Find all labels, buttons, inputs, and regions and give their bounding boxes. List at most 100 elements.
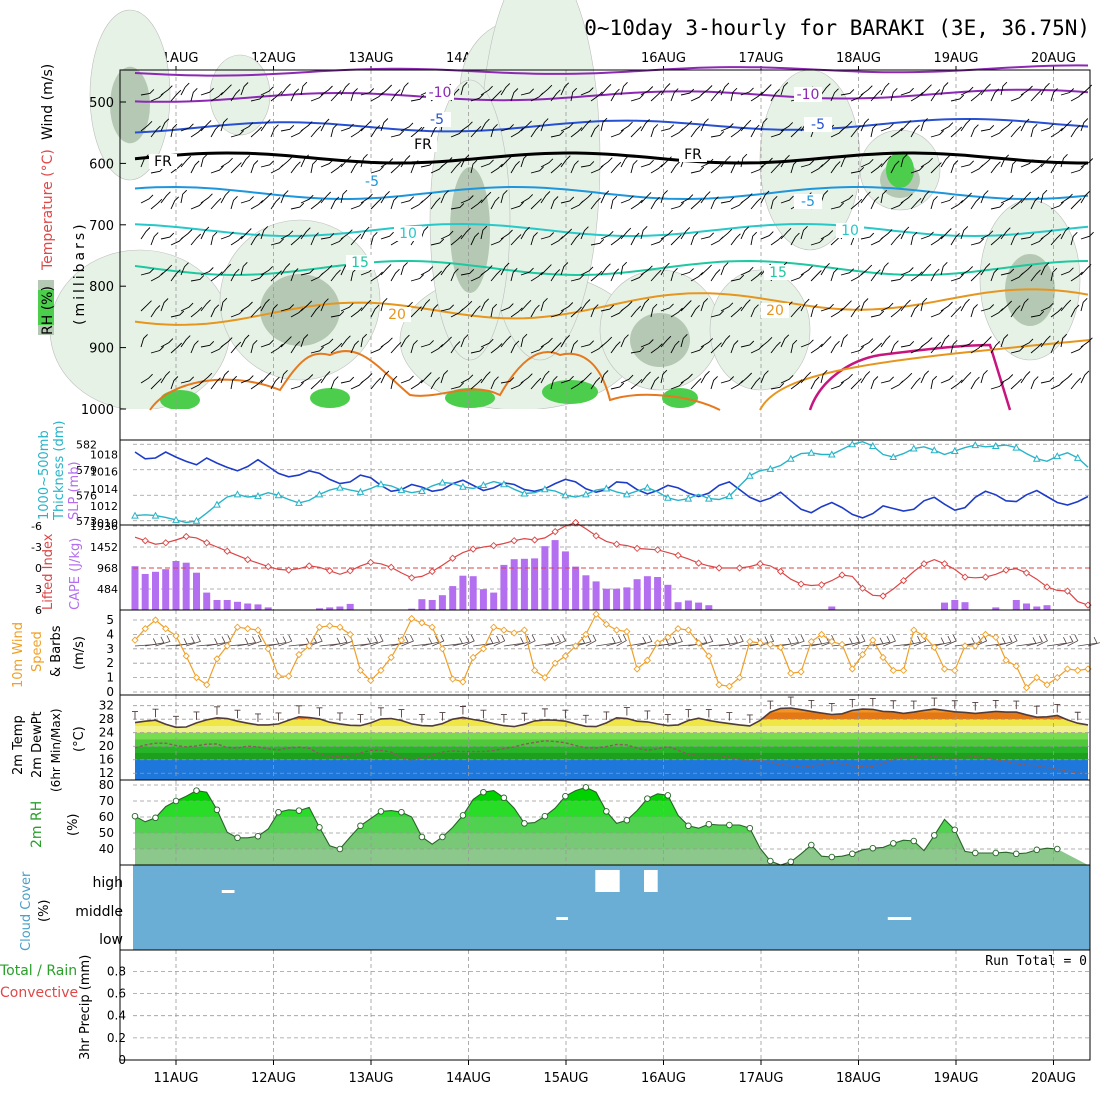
temp-lines: [132, 696, 1089, 775]
wind-barb: [320, 233, 335, 240]
wind-barb: [360, 88, 375, 96]
panel-li-grid: [133, 525, 1090, 610]
isotherm-label: -10: [429, 85, 452, 101]
wind-barb: [480, 225, 488, 240]
wind-speed-marker: [1022, 684, 1031, 692]
lifted-index-marker: [367, 558, 375, 567]
wind-barb: [930, 89, 941, 102]
wind-barb: [320, 338, 334, 348]
wind-barb: [650, 269, 662, 282]
wind-barb: [180, 82, 190, 96]
wind-barb: [420, 266, 434, 276]
wind-barb: [670, 340, 680, 354]
wind-barb: [800, 225, 808, 240]
wind-barb: [1040, 123, 1054, 132]
wind-barb: [460, 154, 470, 168]
wind-speed-marker: [377, 666, 385, 675]
wind-speed-marker: [602, 620, 611, 628]
rh-marker: [951, 826, 959, 834]
wind-barb: [310, 305, 321, 318]
surface-wind-barb: [616, 634, 627, 647]
wind-speed-marker: [151, 616, 160, 624]
wind-barb: [310, 199, 323, 210]
wind-speed-line: [134, 613, 1089, 689]
top-date-label: 19AUG: [933, 51, 978, 66]
surface-wind-barb: [370, 634, 384, 647]
wind-barb: [160, 85, 173, 96]
cape-bar: [1033, 606, 1041, 610]
surface-wind-barb: [759, 635, 775, 647]
minmax-whisker: [500, 714, 507, 723]
wind-barb: [250, 339, 258, 354]
wind-barb: [940, 375, 954, 384]
wind-barb: [710, 342, 722, 354]
rh-band: [135, 849, 1088, 865]
wind-barb: [940, 334, 950, 348]
wind-speed-marker: [387, 653, 395, 662]
wind-barb: [880, 302, 894, 312]
wind-barb: [450, 234, 463, 246]
wind-barb: [1050, 88, 1058, 102]
isotherm-label-bg: [426, 85, 454, 100]
wind-barb: [870, 269, 881, 282]
pressure-tick-label: 500: [89, 96, 114, 111]
wind-barb: [1010, 125, 1022, 138]
wind-barb: [360, 299, 372, 312]
isotherm-label-bg: [394, 226, 422, 241]
wind-barb: [1070, 198, 1082, 210]
wind-barb: [540, 264, 552, 276]
wind-barb: [830, 308, 844, 318]
cloud-axis-label: Cloud Cover: [19, 871, 34, 951]
wind-barb: [460, 227, 471, 240]
minmax-whisker: [664, 714, 671, 723]
wind-barb: [670, 267, 678, 282]
cloud-level-label: middle: [75, 904, 123, 920]
surface-wind-barb: [790, 635, 805, 647]
wind-barb: [400, 262, 408, 276]
wind-barb: [180, 189, 188, 204]
wind-barb: [220, 263, 232, 276]
wind-barb: [570, 233, 581, 246]
wind-barb: [240, 375, 254, 384]
wind-speed-marker: [930, 643, 938, 651]
surface-wind-barb: [842, 636, 860, 647]
wind-barb: [1040, 335, 1051, 348]
rh-contour-mid: [630, 313, 690, 367]
rh-tick-label: 80: [99, 778, 114, 792]
wind-barb: [510, 234, 522, 246]
wind-barb: [460, 374, 474, 384]
bottom-date-label: 11AUG: [153, 1071, 198, 1086]
wind-barb: [420, 372, 432, 384]
wind-barb: [490, 303, 498, 318]
wind-barb: [240, 261, 248, 276]
wind-barb: [390, 162, 402, 174]
wind-barb: [1060, 153, 1068, 168]
wind-speed-tick-label: 3: [106, 642, 114, 656]
cape-bar: [213, 600, 221, 610]
wind-barb: [760, 370, 769, 384]
lifted-index-marker: [612, 540, 621, 548]
wind-barb: [530, 377, 542, 390]
wind-barb: [720, 376, 735, 384]
rh-line: [134, 786, 1058, 866]
wind-barb: [700, 191, 711, 204]
wind-barb: [990, 88, 1000, 102]
wind-barb: [560, 155, 571, 168]
wind-barb: [930, 375, 938, 390]
wind-barb: [760, 117, 768, 132]
wind-barb: [980, 124, 995, 132]
wind-barb: [620, 227, 632, 240]
wind-barb: [270, 376, 280, 390]
thickness-marker: [664, 493, 672, 501]
lifted-index-tick-label: 3: [35, 583, 42, 596]
wind-barb: [230, 89, 241, 102]
wind-barb: [880, 82, 890, 96]
wind-speed-tick-label: 4: [106, 627, 114, 641]
wind-barb: [670, 307, 683, 318]
wind-barb: [1080, 158, 1094, 168]
wind-speed-marker: [510, 629, 518, 637]
wind-barb: [720, 155, 731, 168]
surface-wind-barb: [585, 634, 597, 647]
